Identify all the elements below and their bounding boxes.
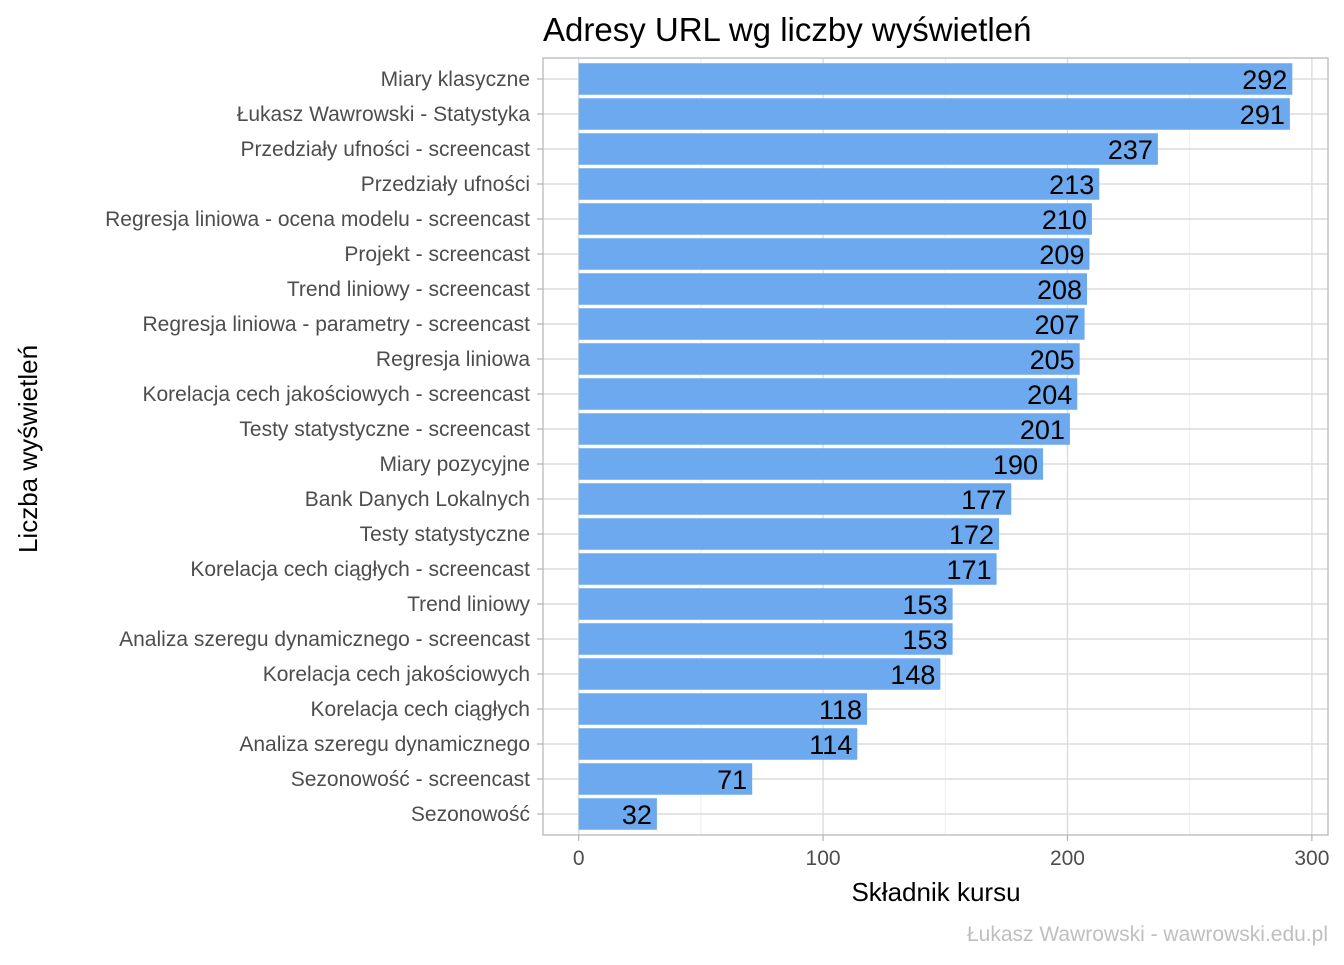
y-tick-label: Analiza szeregu dynamicznego <box>239 733 530 756</box>
bar-value-label: 213 <box>1049 170 1094 200</box>
bar <box>578 378 1078 410</box>
x-axis-title: Składnik kursu <box>851 877 1020 907</box>
y-tick-label: Regresja liniowa <box>376 348 530 371</box>
x-tick-label: 0 <box>573 847 585 870</box>
bar <box>578 413 1070 445</box>
y-tick-label: Korelacja cech jakościowych <box>263 663 530 686</box>
bar-value-label: 32 <box>622 800 652 830</box>
bar <box>578 98 1290 130</box>
y-tick-labels: Miary klasyczne Łukasz Wawrowski - Statys… <box>105 68 530 826</box>
bar <box>578 63 1293 95</box>
x-ticks <box>578 835 1313 841</box>
bar <box>578 693 868 725</box>
bar-value-label: 114 <box>809 730 852 760</box>
chart-title: Adresy URL wg liczby wyświetleń <box>543 11 1031 48</box>
y-tick-label: Analiza szeregu dynamicznego - screencas… <box>119 628 530 651</box>
bar <box>578 763 753 795</box>
y-tick-label: Korelacja cech jakościowych - screencast <box>143 383 531 406</box>
bar-value-label: 201 <box>1020 415 1065 445</box>
y-tick-label: Korelacja cech ciągłych - screencast <box>190 558 530 581</box>
y-tick-label: Korelacja cech ciągłych <box>311 698 530 721</box>
y-tick-label: Regresja liniowa - ocena modelu - screen… <box>105 208 530 231</box>
y-tick-label: Sezonowość - screencast <box>291 768 530 791</box>
y-tick-label: Trend liniowy - screencast <box>287 278 530 301</box>
y-tick-label: Bank Danych Lokalnych <box>305 488 530 511</box>
y-tick-label: Przedziały ufności - screencast <box>241 138 531 161</box>
bar <box>578 588 953 620</box>
bar-value-label: 204 <box>1027 380 1072 410</box>
bar <box>578 238 1090 270</box>
bar <box>578 343 1080 375</box>
y-tick-label: Regresja liniowa - parametry - screencas… <box>143 313 531 336</box>
bar <box>578 448 1044 480</box>
y-tick-label: Testy statystyczne - screencast <box>239 418 530 441</box>
bar-value-label: 153 <box>903 590 948 620</box>
y-tick-label: Projekt - screencast <box>344 243 530 266</box>
bar-value-label: 209 <box>1039 240 1084 270</box>
bar-value-label: 171 <box>947 555 992 585</box>
bar-value-label: 118 <box>819 695 862 725</box>
bars <box>578 63 1293 830</box>
x-tick-label: 100 <box>806 847 841 870</box>
bar-value-label: 190 <box>993 450 1038 480</box>
bar-value-label: 205 <box>1030 345 1075 375</box>
bar-value-label: 291 <box>1240 100 1285 130</box>
bar-value-label: 210 <box>1042 205 1087 235</box>
bar <box>578 308 1085 340</box>
bar-value-label: 148 <box>890 660 935 690</box>
chart-caption: Łukasz Wawrowski - wawrowski.edu.pl <box>967 923 1328 946</box>
y-tick-label: Miary pozycyjne <box>379 453 530 476</box>
bar-value-label: 177 <box>961 485 1006 515</box>
bar-value-label: 292 <box>1242 65 1287 95</box>
y-tick-label: Trend liniowy <box>407 593 530 616</box>
panel-border <box>542 57 1329 836</box>
y-tick-label: Łukasz Wawrowski - Statystyka <box>237 103 531 126</box>
y-axis-title: Liczba wyświetleń <box>13 345 43 553</box>
x-tick-label: 300 <box>1294 847 1329 870</box>
bar <box>578 518 1000 550</box>
bar <box>578 483 1012 515</box>
y-tick-label: Testy statystyczne <box>360 523 530 546</box>
bar <box>578 203 1092 235</box>
bar <box>578 168 1100 200</box>
x-tick-labels: 0 100 200 300 <box>573 847 1330 870</box>
y-tick-label: Przedziały ufności <box>361 173 530 196</box>
bar-value-label: 237 <box>1108 135 1153 165</box>
bar <box>578 273 1088 305</box>
y-ticks <box>537 78 543 815</box>
bar <box>578 658 941 690</box>
bar-value-label: 153 <box>903 625 948 655</box>
bar-value-label: 71 <box>717 765 747 795</box>
bar-value-label: 208 <box>1037 275 1082 305</box>
bar-labels: 292 291 237 213 210 209 208 207 205 204 201 190 177 1… <box>622 65 1287 830</box>
x-tick-label: 200 <box>1050 847 1085 870</box>
y-tick-label: Miary klasyczne <box>381 68 530 91</box>
bar-value-label: 207 <box>1035 310 1080 340</box>
bar <box>578 553 997 585</box>
bar <box>578 798 657 830</box>
y-tick-label: Sezonowość <box>411 803 530 826</box>
bar <box>578 728 858 760</box>
bar <box>578 133 1158 165</box>
bar <box>578 623 953 655</box>
bar-value-label: 172 <box>949 520 994 550</box>
